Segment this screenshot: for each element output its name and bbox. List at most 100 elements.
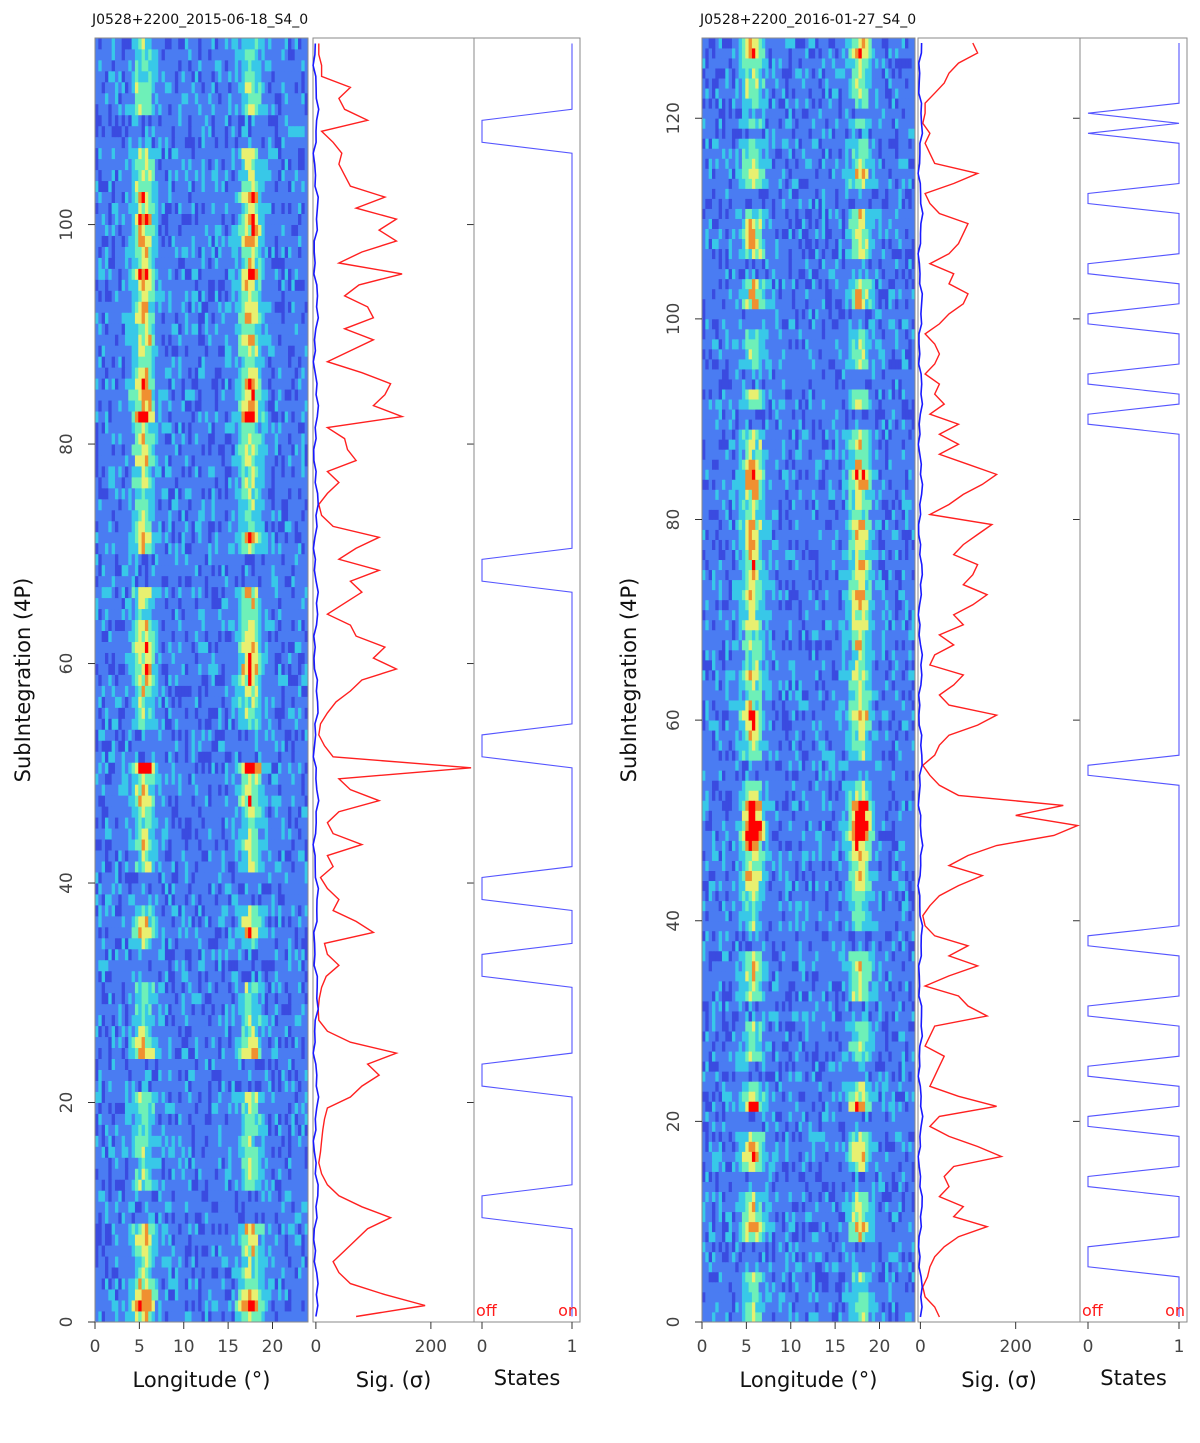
heatmap-cell	[208, 1091, 212, 1103]
heatmap-cell	[211, 948, 216, 961]
heatmap-cell	[288, 1102, 292, 1114]
heatmap-cell	[148, 970, 152, 983]
heatmap-cell	[261, 861, 266, 873]
heatmap-cell	[298, 1223, 302, 1235]
heatmap-cell	[204, 630, 209, 642]
heatmap-cell	[114, 740, 119, 752]
heatmap-cell	[168, 1157, 172, 1169]
heatmap-cell	[234, 894, 239, 906]
heatmap-row	[95, 970, 309, 983]
heatmap-cell	[128, 630, 133, 642]
heatmap-cell	[218, 696, 222, 708]
heatmap-cell	[184, 904, 189, 917]
heatmap-cell	[251, 531, 256, 544]
heatmap-cell	[128, 674, 133, 686]
heatmap-cell	[158, 1256, 162, 1268]
heatmap-cell	[221, 751, 226, 763]
heatmap-cell	[144, 608, 149, 621]
heatmap-cell	[171, 1256, 176, 1268]
heatmap-cell	[228, 1025, 232, 1038]
heatmap-cell	[101, 1168, 106, 1180]
heatmap-cell	[198, 729, 202, 741]
heatmap-cell	[241, 784, 246, 796]
heatmap-cell	[301, 1069, 306, 1081]
heatmap-cell	[224, 981, 229, 994]
heatmap-cell	[128, 1256, 133, 1268]
heatmap-cell	[161, 608, 166, 621]
heatmap-cell	[291, 981, 296, 994]
heatmap-cell	[181, 1058, 186, 1070]
heatmap-cell	[221, 926, 226, 939]
heatmap-cell	[201, 487, 206, 500]
heatmap-cell	[118, 1135, 123, 1147]
heatmap-cell	[128, 904, 133, 917]
heatmap-cell	[144, 619, 149, 632]
heatmap-cell	[168, 894, 172, 906]
heatmap-cell	[161, 663, 166, 675]
heatmap-cell	[274, 784, 279, 796]
heatmap-cell	[304, 520, 309, 533]
heatmap-cell	[244, 685, 249, 697]
heatmap-cell	[181, 894, 186, 906]
heatmap-cell	[224, 619, 229, 632]
heatmap-cell	[108, 1267, 113, 1279]
heatmap-cell	[171, 839, 176, 851]
heatmap-cell	[118, 718, 123, 730]
heatmap-cell	[204, 1300, 209, 1312]
heatmap-cell	[274, 1025, 279, 1038]
heatmap-cell	[278, 1201, 282, 1213]
heatmap-cell	[108, 674, 113, 686]
heatmap-cell	[174, 553, 179, 566]
heatmap-cell	[124, 937, 129, 950]
heatmap-cell	[194, 1014, 199, 1027]
heatmap-cell	[221, 1168, 226, 1180]
heatmap-cell	[148, 652, 152, 664]
heatmap-cell	[244, 586, 249, 599]
heatmap-cell	[168, 509, 172, 522]
heatmap-cell	[218, 762, 222, 774]
heatmap-cell	[234, 1146, 239, 1158]
heatmap-cell	[124, 674, 129, 686]
heatmap-cell	[231, 981, 236, 994]
heatmap-row	[95, 1245, 309, 1257]
heatmap-cell	[161, 575, 166, 588]
heatmap-cell	[154, 685, 159, 697]
heatmap-cell	[118, 1157, 123, 1169]
heatmap-cell	[271, 597, 276, 610]
heatmap-cell	[144, 915, 149, 928]
heatmap-cell	[268, 707, 272, 719]
heatmap-row	[95, 729, 309, 741]
heatmap-cell	[121, 1036, 126, 1049]
heatmap-cell	[214, 773, 219, 785]
heatmap-cell	[228, 1102, 232, 1114]
heatmap-cell	[241, 1047, 246, 1060]
heatmap-cell	[248, 1168, 252, 1180]
heatmap-cell	[234, 1234, 239, 1246]
heatmap-cell	[211, 1113, 216, 1125]
heatmap-cell	[241, 1179, 246, 1191]
heatmap-cell	[258, 1289, 262, 1301]
heatmap-cell	[264, 926, 269, 939]
heatmap-cell	[118, 1223, 123, 1235]
heatmap-row	[95, 850, 309, 862]
heatmap-cell	[101, 1234, 106, 1246]
heatmap-cell	[158, 1091, 162, 1103]
heatmap-cell	[194, 575, 199, 588]
heatmap-cell	[221, 1245, 226, 1257]
heatmap-cell	[188, 1025, 192, 1038]
heatmap-cell	[134, 1102, 139, 1114]
heatmap-cell	[274, 1113, 279, 1125]
heatmap-cell	[95, 1025, 99, 1038]
heatmap-cell	[208, 575, 212, 588]
heatmap-cell	[258, 586, 262, 599]
heatmap-cell	[241, 740, 246, 752]
heatmap-cell	[251, 926, 256, 939]
heatmap-cell	[248, 696, 252, 708]
heatmap-cell	[111, 773, 116, 785]
heatmap-cell	[134, 1025, 139, 1038]
heatmap-cell	[138, 1179, 142, 1191]
heatmap-cell	[278, 850, 282, 862]
heatmap-cell	[104, 586, 109, 599]
heatmap-cell	[194, 597, 199, 610]
